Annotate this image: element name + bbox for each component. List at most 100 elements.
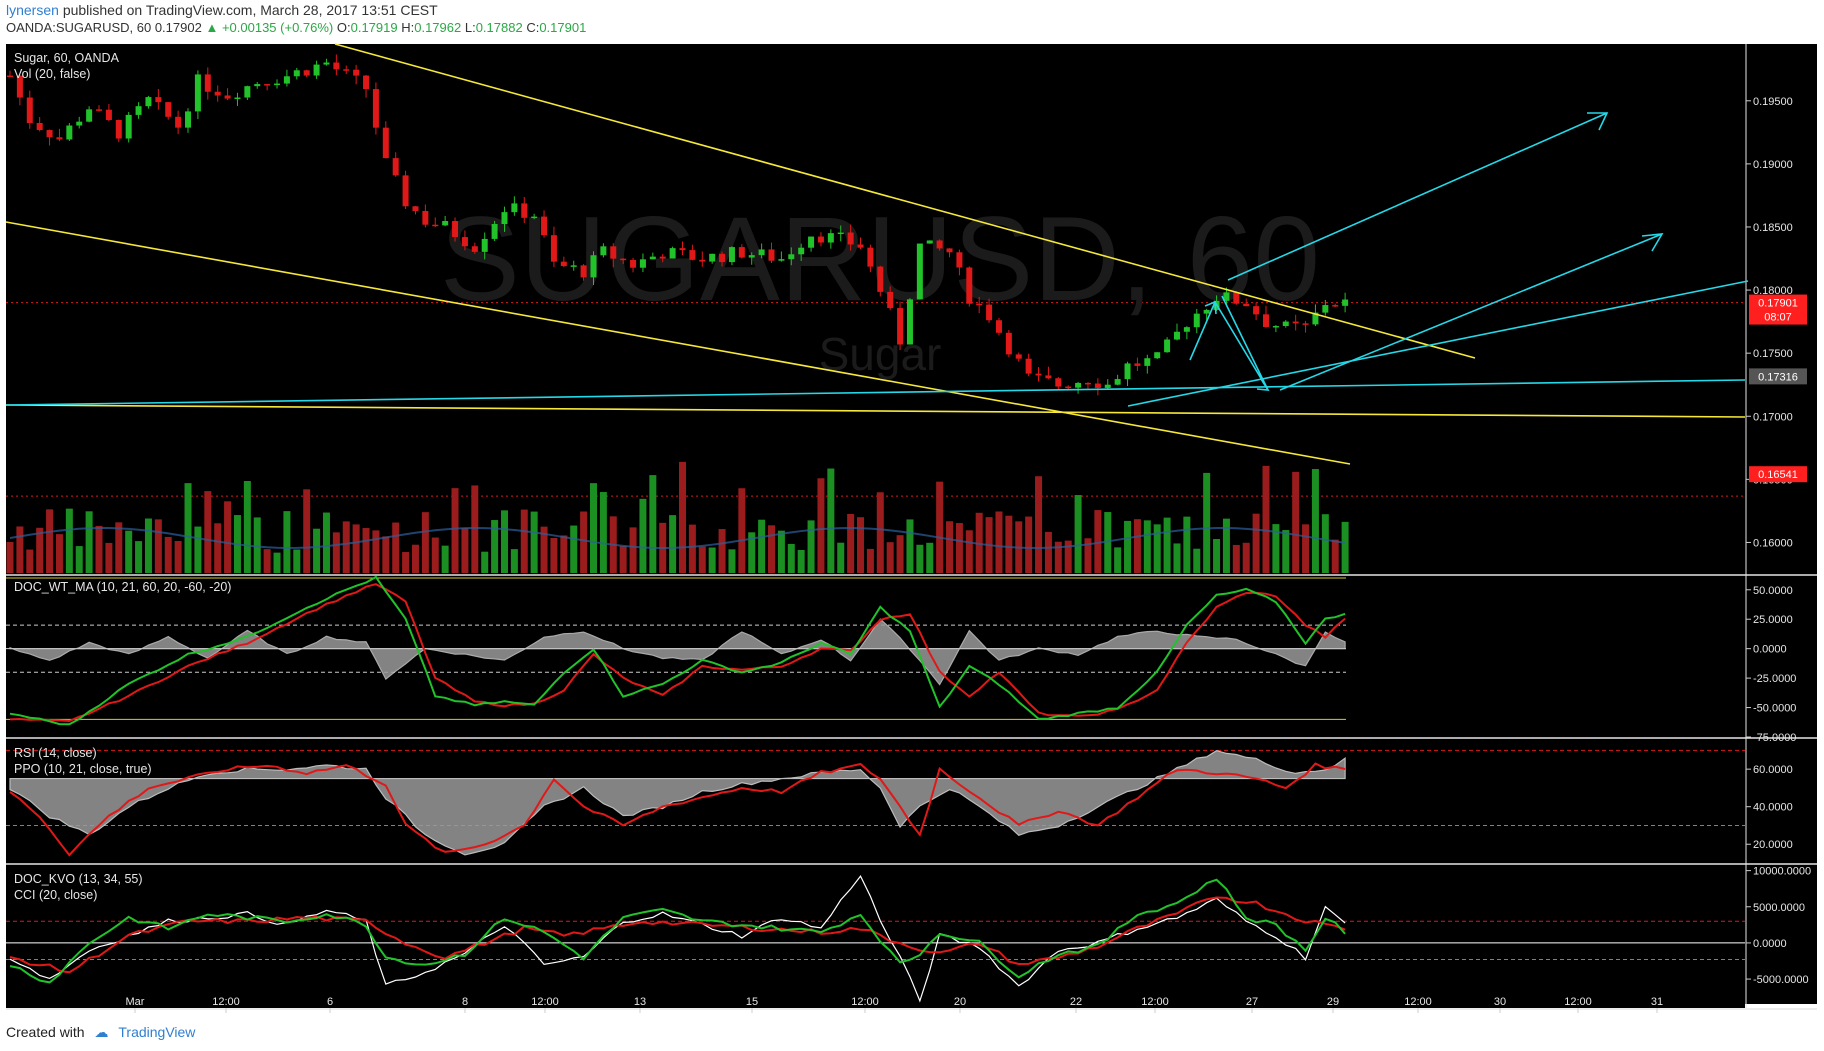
candle-body[interactable]: [1124, 363, 1131, 380]
candle-body[interactable]: [1332, 305, 1339, 307]
candle-body[interactable]: [758, 249, 765, 256]
candle-body[interactable]: [254, 84, 261, 87]
candle-body[interactable]: [86, 109, 93, 122]
candle-body[interactable]: [1144, 358, 1151, 366]
candle-body[interactable]: [175, 116, 182, 128]
candle-body[interactable]: [165, 102, 172, 117]
cyan-zigzag-arrows[interactable]: [1189, 295, 1269, 391]
candle-body[interactable]: [204, 74, 211, 92]
candle-body[interactable]: [1055, 378, 1062, 387]
author-link[interactable]: lynersen: [6, 2, 59, 18]
candle-body[interactable]: [1134, 363, 1141, 366]
candle-body[interactable]: [66, 125, 73, 140]
yellow-trendline-upper[interactable]: [334, 43, 1476, 359]
candle-body[interactable]: [827, 233, 834, 243]
candle-body[interactable]: [570, 265, 577, 267]
candle-body[interactable]: [96, 109, 103, 111]
candle-body[interactable]: [521, 203, 528, 218]
yellow-trendline-lower[interactable]: [5, 221, 1351, 465]
candle-body[interactable]: [125, 114, 132, 139]
candle-body[interactable]: [36, 122, 43, 131]
candle-body[interactable]: [946, 248, 953, 253]
candle-body[interactable]: [264, 84, 271, 86]
candle-body[interactable]: [610, 246, 617, 259]
candle-body[interactable]: [630, 260, 637, 268]
candle-body[interactable]: [1154, 352, 1161, 359]
candle-body[interactable]: [1173, 331, 1180, 340]
candle-body[interactable]: [798, 247, 805, 255]
candle-body[interactable]: [343, 69, 350, 71]
candle-body[interactable]: [936, 240, 943, 249]
candle-body[interactable]: [659, 256, 666, 259]
candle-body[interactable]: [817, 236, 824, 243]
candle-body[interactable]: [788, 254, 795, 260]
candle-body[interactable]: [135, 106, 142, 115]
candle-body[interactable]: [976, 303, 983, 306]
candle-body[interactable]: [1233, 292, 1240, 304]
candle-body[interactable]: [214, 91, 221, 96]
candle-body[interactable]: [1292, 321, 1299, 324]
pane-0[interactable]: [6, 44, 1745, 574]
candle-body[interactable]: [1223, 292, 1230, 301]
candle-body[interactable]: [432, 224, 439, 227]
candle-body[interactable]: [590, 255, 597, 278]
candle-body[interactable]: [550, 235, 557, 262]
candle-body[interactable]: [748, 255, 755, 258]
candle-body[interactable]: [956, 252, 963, 268]
candle-body[interactable]: [560, 261, 567, 267]
candle-body[interactable]: [481, 238, 488, 252]
candle-body[interactable]: [1104, 384, 1111, 388]
candle-body[interactable]: [778, 259, 785, 261]
candle-body[interactable]: [837, 232, 844, 235]
candle-body[interactable]: [857, 244, 864, 248]
candle-body[interactable]: [56, 137, 63, 140]
candle-body[interactable]: [412, 206, 419, 211]
candle-body[interactable]: [283, 76, 290, 84]
candle-body[interactable]: [155, 97, 162, 103]
candle-body[interactable]: [274, 83, 281, 86]
candle-body[interactable]: [995, 320, 1002, 333]
candle-body[interactable]: [303, 70, 310, 76]
candle-body[interactable]: [689, 250, 696, 260]
candle-body[interactable]: [1312, 312, 1319, 325]
candle-body[interactable]: [442, 221, 449, 226]
candle-body[interactable]: [867, 247, 874, 267]
candle-body[interactable]: [719, 253, 726, 263]
candle-body[interactable]: [105, 109, 112, 121]
candle-body[interactable]: [7, 75, 13, 78]
candle-body[interactable]: [1322, 305, 1329, 313]
candle-body[interactable]: [669, 248, 676, 259]
yellow-horizontal-support[interactable]: [5, 404, 1746, 418]
candle-body[interactable]: [1005, 332, 1012, 355]
candle-body[interactable]: [709, 253, 716, 262]
candle-body[interactable]: [501, 212, 508, 225]
candle-body[interactable]: [194, 74, 201, 112]
candle-body[interactable]: [649, 256, 656, 260]
candle-body[interactable]: [808, 236, 815, 248]
candle-body[interactable]: [906, 299, 913, 345]
candle-body[interactable]: [363, 75, 370, 90]
cyan-trendline-rising[interactable]: [1127, 280, 1749, 407]
candle-body[interactable]: [1025, 358, 1032, 374]
candle-body[interactable]: [461, 237, 468, 247]
candle-body[interactable]: [926, 240, 933, 244]
candle-body[interactable]: [1203, 309, 1210, 314]
candle-body[interactable]: [966, 267, 973, 304]
candle-body[interactable]: [1243, 303, 1250, 307]
candle-body[interactable]: [313, 64, 320, 76]
candle-body[interactable]: [1262, 314, 1269, 327]
pane-3[interactable]: [6, 867, 1745, 1008]
candle-body[interactable]: [511, 203, 518, 213]
candle-body[interactable]: [293, 70, 300, 77]
candle-body[interactable]: [372, 89, 379, 128]
candle-body[interactable]: [580, 265, 587, 278]
candle-body[interactable]: [1035, 373, 1042, 376]
candle-body[interactable]: [768, 249, 775, 261]
candle-body[interactable]: [224, 95, 231, 99]
candle-body[interactable]: [185, 111, 192, 128]
candle-body[interactable]: [46, 130, 53, 138]
candle-body[interactable]: [541, 216, 548, 236]
candle-body[interactable]: [115, 120, 122, 139]
candle-body[interactable]: [1045, 375, 1052, 379]
candle-body[interactable]: [145, 97, 152, 107]
